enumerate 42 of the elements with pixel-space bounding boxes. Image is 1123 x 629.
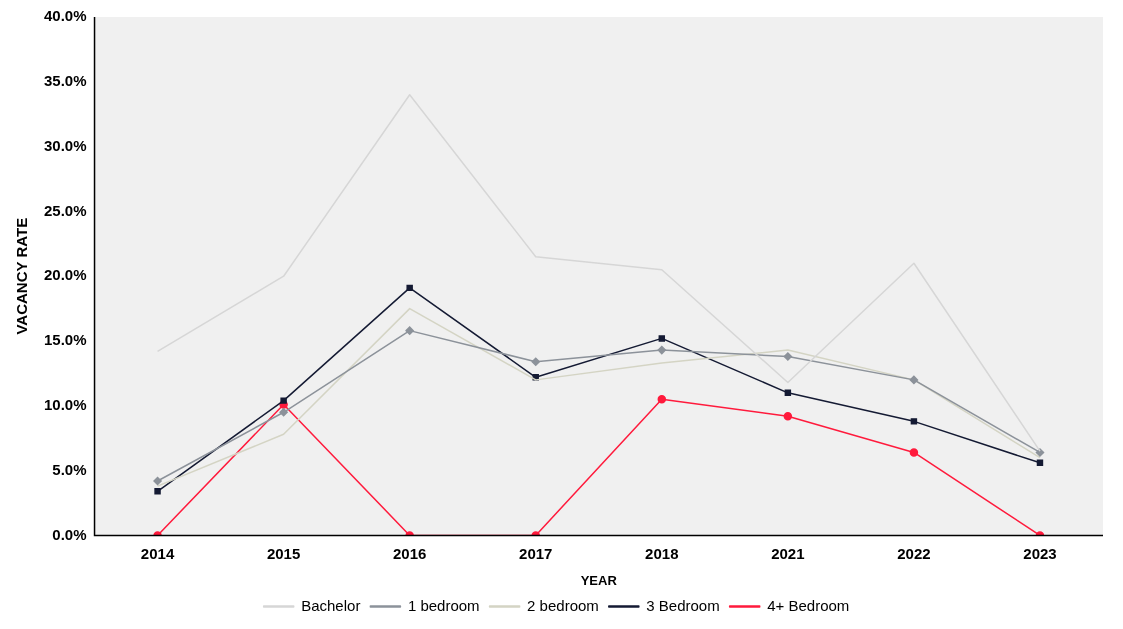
x-axis-title: YEAR: [580, 572, 618, 588]
point: [405, 326, 414, 335]
y-tick-label: 25.0%: [43, 201, 87, 219]
x-tick-label: 2021: [771, 544, 805, 562]
point: [657, 345, 667, 355]
point: [783, 411, 793, 421]
legend-label: 4+ Bedroom: [767, 596, 850, 614]
point: [784, 389, 792, 397]
point: [1036, 459, 1044, 467]
point: [658, 335, 666, 342]
x-tick-label: 2017: [519, 544, 553, 562]
point: [531, 357, 540, 366]
point: [1035, 448, 1045, 457]
point: [783, 352, 793, 361]
point: [657, 395, 667, 404]
x-tick-label: 2022: [897, 544, 931, 562]
y-tick-label: 10.0%: [43, 395, 87, 413]
point: [406, 284, 413, 292]
y-tick-label: 40.0%: [43, 7, 87, 25]
x-tick-label: 2018: [645, 544, 679, 562]
point: [153, 476, 162, 486]
y-tick-label: 35.0%: [43, 71, 87, 89]
point: [280, 397, 287, 404]
legend-label: 2 bedroom: [527, 596, 599, 614]
y-tick-label: 30.0%: [43, 136, 87, 154]
point: [909, 448, 919, 457]
x-tick-label: 2014: [140, 544, 175, 562]
point: [279, 408, 288, 417]
legend-label: 1 bedroom: [407, 596, 480, 614]
x-tick-label: 2015: [266, 544, 301, 562]
y-tick-label: 5.0%: [52, 460, 87, 478]
y-tick-label: 20.0%: [43, 266, 87, 284]
legend-label: 3 Bedroom: [646, 596, 720, 614]
legend-label: Bachelor: [301, 596, 361, 614]
y-axis-title: VACANCY RATE: [13, 217, 31, 335]
point: [910, 418, 918, 425]
y-tick-label: 0.0%: [52, 525, 87, 543]
x-tick-label: 2016: [392, 544, 427, 562]
x-tick-label: 2023: [1023, 544, 1057, 562]
y-tick-label: 15.0%: [43, 331, 87, 349]
point: [154, 488, 161, 495]
point: [909, 375, 919, 385]
